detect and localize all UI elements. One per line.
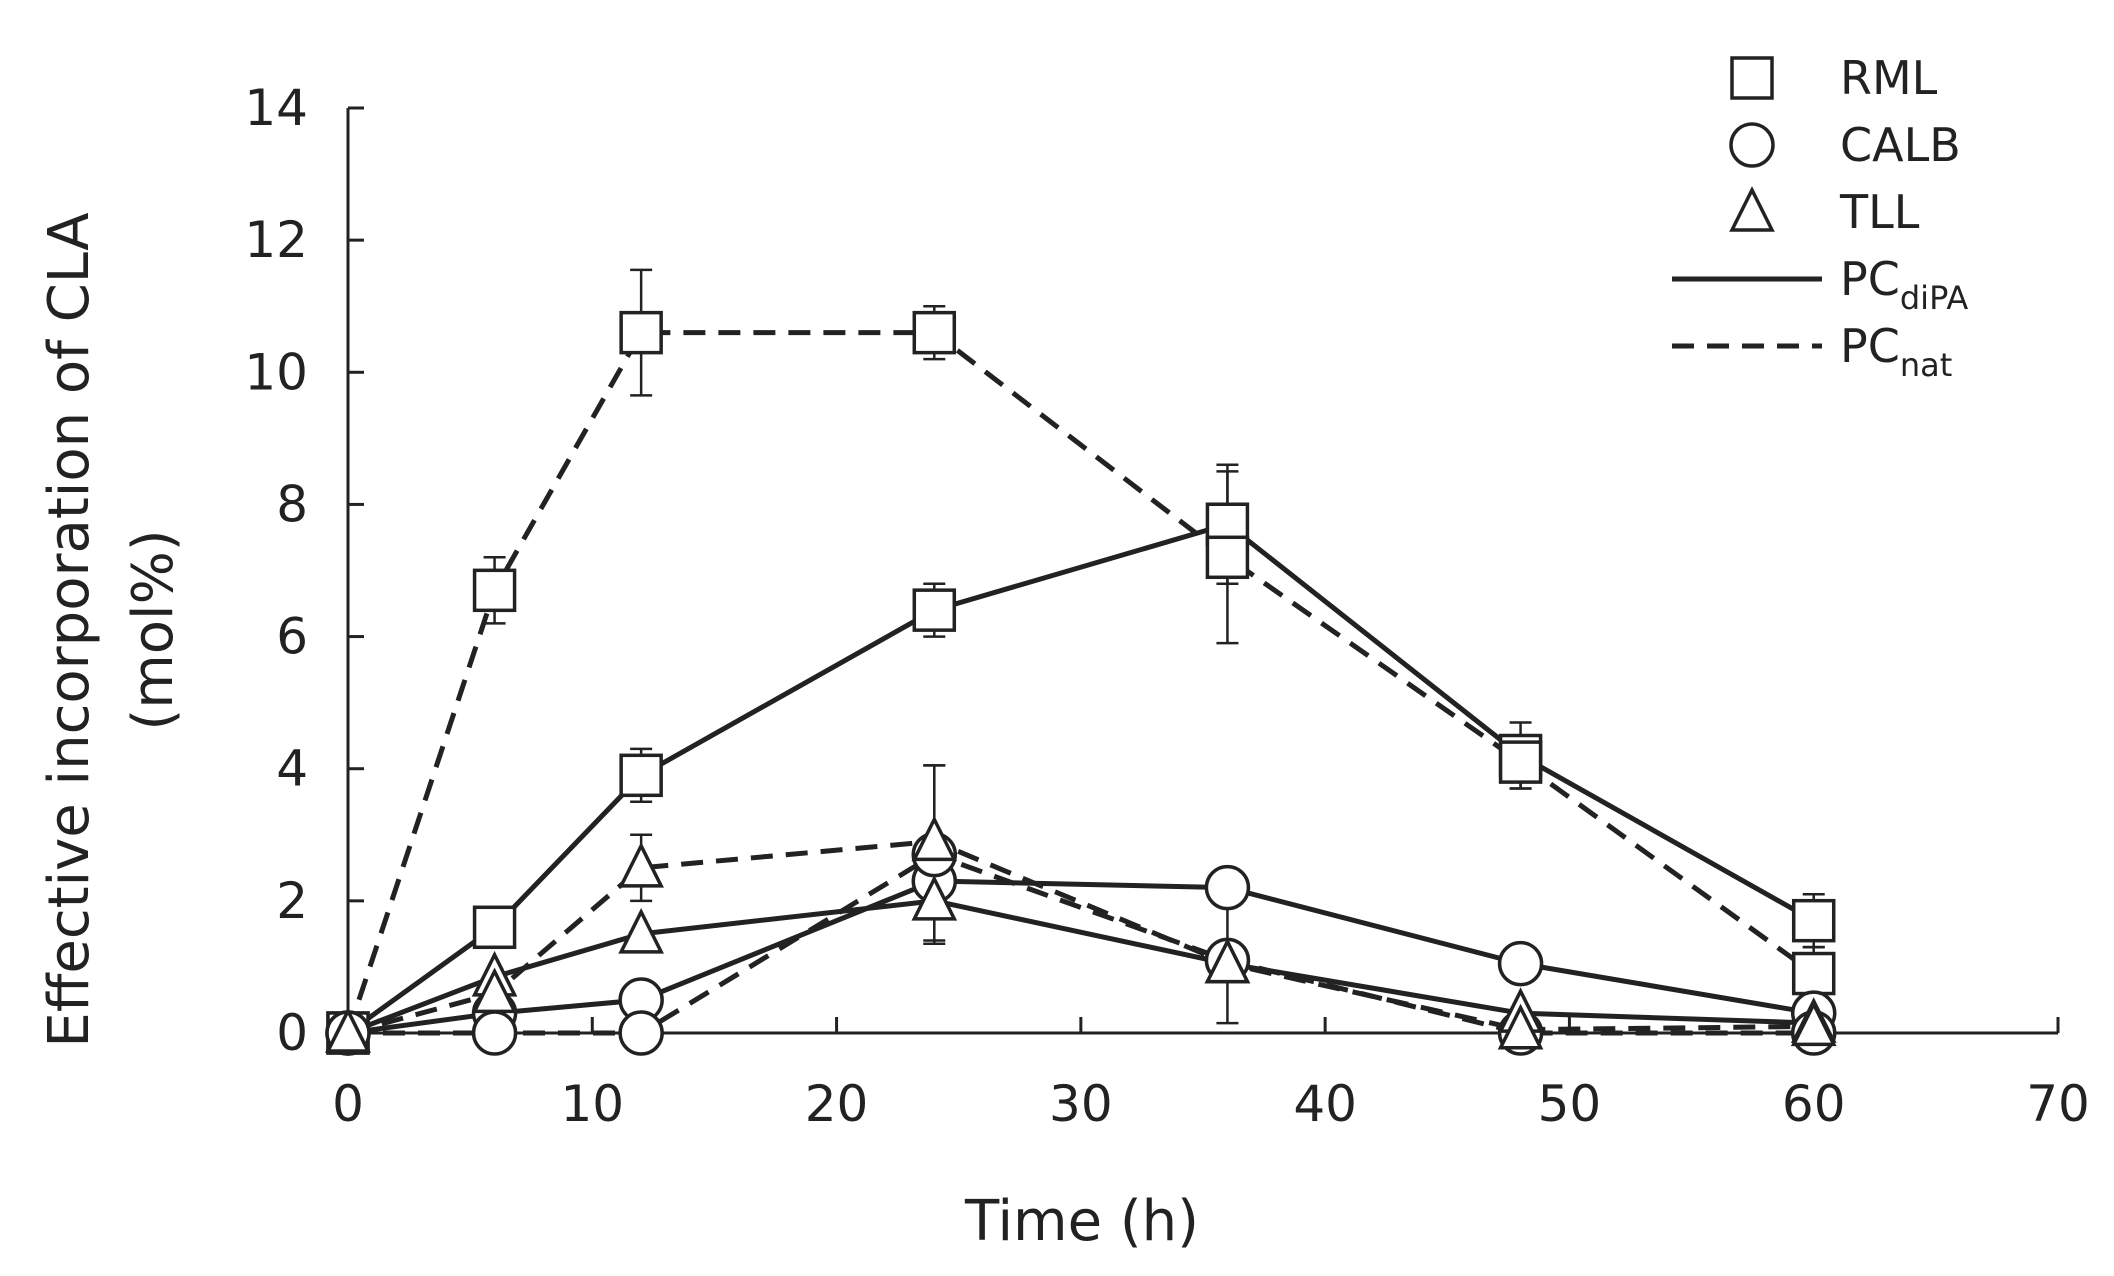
x-tick-label: 10	[560, 1075, 624, 1133]
x-tick-label: 70	[2026, 1075, 2090, 1133]
y-tick-label: 4	[276, 740, 308, 798]
legend-item-rml: RML	[1730, 51, 1938, 105]
y-tick-label: 2	[276, 872, 308, 930]
x-tick-label: 0	[332, 1075, 364, 1133]
data-point-tll-pcnat	[911, 815, 958, 862]
data-point-rml-pcnat	[912, 310, 957, 355]
data-point-rml-pcnat	[472, 568, 517, 613]
y-tick-label: 12	[244, 211, 308, 269]
data-point-tll-pcnat	[1497, 1003, 1544, 1050]
data-point-rml-pcdipa	[472, 905, 517, 950]
data-point-rml-pcnat	[1205, 535, 1250, 580]
x-tick-label: 50	[1538, 1075, 1602, 1133]
legend-marker-circle	[1729, 122, 1775, 168]
data-point-calb-pcdipa	[1204, 864, 1251, 911]
legend-label-subscript: nat	[1900, 346, 1952, 384]
x-axis-title: Time (h)	[964, 1189, 1199, 1254]
y-tick-label: 0	[276, 1004, 308, 1062]
legend-item-tll: TLL	[1729, 185, 1920, 239]
data-point-tll-pcnat	[325, 1007, 371, 1053]
y-tick-label: 14	[244, 79, 308, 137]
legend-label: PCnat	[1840, 319, 1952, 384]
legend-label: CALB	[1840, 118, 1961, 172]
data-point-calb-pcdipa	[1497, 940, 1544, 987]
data-point-tll-pcdipa	[911, 874, 958, 921]
error-bars	[483, 268, 1825, 1025]
data-point-rml-pcdipa	[1791, 898, 1836, 943]
data-point-calb-pcnat	[471, 1010, 518, 1056]
data-point-tll-pcdipa	[618, 907, 664, 954]
x-tick-label: 40	[1293, 1075, 1357, 1133]
y-tick-label: 10	[244, 343, 308, 401]
legend-label-subscript: diPA	[1900, 279, 1968, 317]
y-tick-label: 8	[276, 475, 308, 533]
y-axis-title-line2: (mol%)	[121, 529, 186, 730]
data-point-tll-pcnat	[1204, 937, 1251, 984]
data-points	[325, 310, 1837, 1056]
data-point-rml-pcnat	[619, 310, 663, 355]
data-point-rml-pcnat	[1791, 951, 1836, 996]
y-tick-label: 6	[276, 608, 308, 666]
legend-marker-triangle	[1729, 186, 1775, 232]
axis-titles: Time (h) Effective incorporation of CLA …	[37, 212, 1199, 1254]
y-axis-title-line1: Effective incorporation of CLA	[37, 212, 102, 1047]
legend-label: PCdiPA	[1840, 252, 1968, 317]
data-point-tll-pcnat	[618, 841, 664, 888]
data-point-tll-pcnat	[471, 967, 518, 1014]
x-tick-label: 30	[1049, 1075, 1113, 1133]
series-layer	[325, 268, 1837, 1056]
legend-item-line-dashed: PCnat	[1672, 319, 1952, 384]
data-point-rml-pcnat	[1498, 740, 1543, 784]
data-point-rml-pcdipa	[619, 753, 663, 798]
series-lines	[345, 330, 1816, 1036]
x-tick-label: 60	[1782, 1075, 1846, 1133]
axes: 0 10 20 30 40 50 60 70 0 2 4 6 8 10 12 14	[244, 79, 2089, 1133]
x-tick-label: 20	[805, 1075, 869, 1133]
series-line-tll-pcdipa	[347, 898, 1814, 1036]
legend-marker-square	[1730, 56, 1774, 100]
data-point-rml-pcdipa	[912, 588, 957, 632]
legend-item-line-solid: PCdiPA	[1672, 252, 1968, 317]
legend-item-calb: CALB	[1729, 118, 1961, 172]
legend-label: RML	[1840, 51, 1938, 105]
legend-label: TLL	[1839, 185, 1920, 239]
data-point-tll-pcnat	[1790, 1000, 1837, 1047]
data-point-calb-pcnat	[618, 1010, 664, 1056]
